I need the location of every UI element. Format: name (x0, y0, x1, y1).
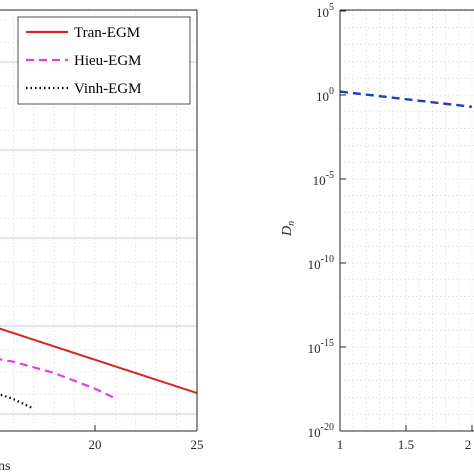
right-y-tick-label: 105 (316, 2, 334, 20)
right-x-ticks: 1 1.5 2 (337, 425, 473, 452)
right-x-tick-label: 1.5 (398, 437, 414, 452)
left-series (0, 327, 198, 410)
legend-label-vinh-egm: Vinh-EGM (74, 81, 141, 97)
right-y-tick-label: 10-15 (308, 338, 334, 356)
legend-label-hieu-egm: Hieu-EGM (74, 53, 142, 69)
right-y-tick-label: 10-5 (313, 170, 334, 188)
right-y-ticks: 105 100 10-5 10-10 10-15 10-20 (308, 2, 346, 440)
right-y-tick-label: 10-20 (308, 422, 334, 440)
right-x-tick-label: 2 (465, 437, 472, 452)
legend-label-tran-egm: Tran-EGM (74, 25, 140, 41)
left-x-tick-label: 20 (89, 437, 102, 452)
right-x-tick-label: 1 (337, 437, 344, 452)
left-x-axis-label: ns (0, 459, 10, 474)
right-y-tick-label: 10-10 (308, 254, 334, 272)
left-panel: 20 25 ns Tran-EGM Hieu-EGM Vinh-EGM (0, 9, 204, 474)
legend: Tran-EGM Hieu-EGM Vinh-EGM (17, 16, 191, 105)
left-x-ticks: 20 25 (89, 425, 204, 452)
right-plot-area (340, 10, 474, 431)
right-y-axis-label: Dn (280, 221, 297, 237)
right-series (339, 90, 473, 108)
series-tran-egm (0, 327, 198, 395)
left-x-tick-label: 25 (191, 437, 204, 452)
right-series-line (339, 90, 473, 108)
right-y-tick-label: 100 (316, 86, 334, 104)
series-hieu-egm (0, 358, 116, 400)
